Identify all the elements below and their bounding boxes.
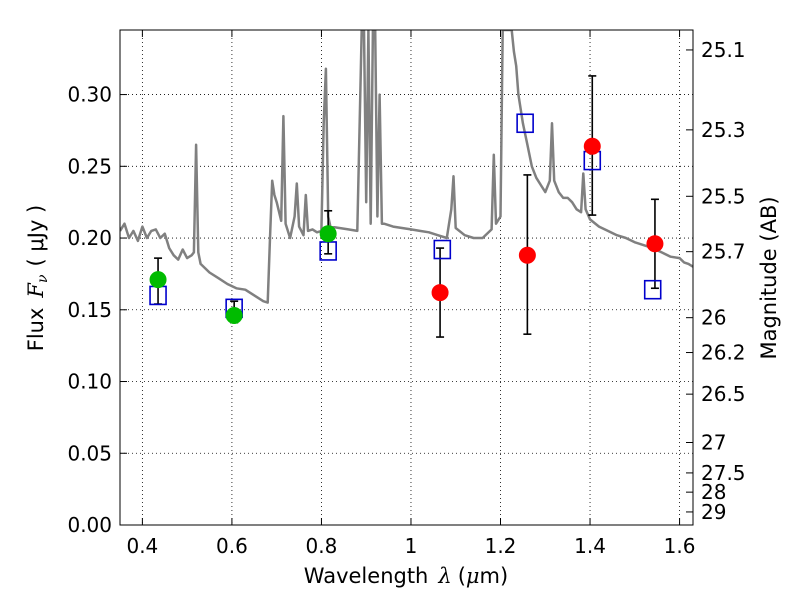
x-tick-label: 1.2 [485,534,517,558]
y2-tick-label: 29 [701,500,726,524]
observed-nir-point [583,137,601,155]
y2-tick-label: 25.7 [701,240,746,264]
y2-tick-label: 25.3 [701,118,746,142]
y2-tick-label: 26.5 [701,382,746,406]
y2-tick-label: 27.5 [701,461,746,485]
observed-optical-point [319,225,337,243]
x-tick-label: 0.6 [216,534,248,558]
y-tick-label: 0.00 [67,513,112,537]
y-axis-label: FluxFν( μJy ) [24,205,51,351]
y2-tick-label: 25.5 [701,184,746,208]
x-tick-label: 1.4 [574,534,606,558]
model-photometry-square [516,113,534,134]
x-tick-label: 1 [405,534,418,558]
model-photometry-square [433,239,452,260]
y-tick-label: 0.10 [67,370,112,394]
y-tick-label: 0.15 [67,298,112,322]
y2-axis-label: Magnitude (AB) [757,196,781,359]
observed-optical-point [149,271,167,289]
observed-nir-point [431,284,449,302]
y2-tick-label: 26.2 [701,341,746,365]
spectrum-line [120,30,693,304]
observed-nir-point [646,235,664,253]
spectrum-layer [120,30,693,304]
y-tick-label: 0.05 [67,441,112,465]
x-tick-label: 0.4 [126,534,158,558]
x-tick-label: 0.8 [306,534,338,558]
y2-tick-label: 26 [701,306,726,330]
y2-tick-label: 27 [701,431,726,455]
grid [120,30,693,526]
y2-tick-label: 28 [701,480,726,504]
marker-layer [149,113,664,325]
plot-frame [119,29,694,526]
y-tick-label: 0.25 [67,154,112,178]
y2-tick-label: 25.1 [701,38,746,62]
model-photometry-square [643,279,662,300]
observed-optical-point [225,307,243,325]
y-tick-label: 0.30 [67,83,112,107]
observed-nir-point [518,246,536,264]
x-axis-label: Wavelength λ (μm) [304,564,508,588]
x-tick-label: 1.6 [664,534,696,558]
y-tick-label: 0.20 [67,226,112,250]
tick-layer: 0.4 0.6 0.8 1 1.2 1.4 1.6 0.00 0.05 0.10 0.15 0.20 0… [67,30,746,558]
